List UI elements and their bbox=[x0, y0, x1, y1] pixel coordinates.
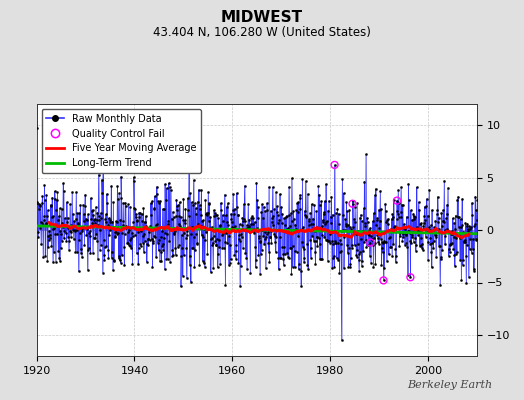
Five Year Moving Average bbox=[328, 230, 334, 235]
Long-Term Trend bbox=[34, 224, 40, 228]
Raw Monthly Data bbox=[339, 338, 345, 343]
Five Year Moving Average bbox=[429, 229, 435, 234]
Text: MIDWEST: MIDWEST bbox=[221, 10, 303, 25]
Text: Berkeley Earth: Berkeley Earth bbox=[408, 380, 493, 390]
Quality Control Fail bbox=[348, 200, 357, 207]
Long-Term Trend bbox=[453, 231, 459, 236]
Raw Monthly Data bbox=[478, 217, 485, 222]
Raw Monthly Data bbox=[154, 192, 160, 197]
Five Year Moving Average bbox=[400, 225, 406, 230]
Line: Raw Monthly Data: Raw Monthly Data bbox=[36, 127, 483, 341]
Long-Term Trend bbox=[430, 230, 436, 235]
Raw Monthly Data bbox=[252, 244, 258, 249]
Quality Control Fail bbox=[331, 162, 339, 168]
Raw Monthly Data bbox=[246, 217, 253, 222]
Quality Control Fail bbox=[406, 274, 414, 280]
Five Year Moving Average bbox=[46, 220, 52, 224]
Raw Monthly Data bbox=[35, 126, 41, 131]
Raw Monthly Data bbox=[431, 239, 437, 244]
Long-Term Trend bbox=[153, 226, 159, 230]
Text: 43.404 N, 106.280 W (United States): 43.404 N, 106.280 W (United States) bbox=[153, 26, 371, 39]
Line: Five Year Moving Average: Five Year Moving Average bbox=[49, 222, 469, 238]
Long-Term Trend bbox=[478, 232, 485, 236]
Five Year Moving Average bbox=[459, 236, 465, 240]
Five Year Moving Average bbox=[224, 229, 230, 234]
Quality Control Fail bbox=[366, 239, 375, 246]
Raw Monthly Data bbox=[454, 250, 460, 254]
Quality Control Fail bbox=[379, 277, 388, 284]
Legend: Raw Monthly Data, Quality Control Fail, Five Year Moving Average, Long-Term Tren: Raw Monthly Data, Quality Control Fail, … bbox=[41, 109, 201, 173]
Raw Monthly Data bbox=[34, 200, 40, 205]
Long-Term Trend bbox=[252, 228, 258, 232]
Line: Long-Term Trend: Long-Term Trend bbox=[37, 226, 482, 234]
Five Year Moving Average bbox=[369, 230, 375, 235]
Raw Monthly Data bbox=[222, 192, 228, 197]
Quality Control Fail bbox=[393, 198, 401, 204]
Five Year Moving Average bbox=[179, 228, 185, 232]
Five Year Moving Average bbox=[466, 232, 472, 237]
Long-Term Trend bbox=[246, 227, 252, 232]
Long-Term Trend bbox=[221, 227, 227, 232]
